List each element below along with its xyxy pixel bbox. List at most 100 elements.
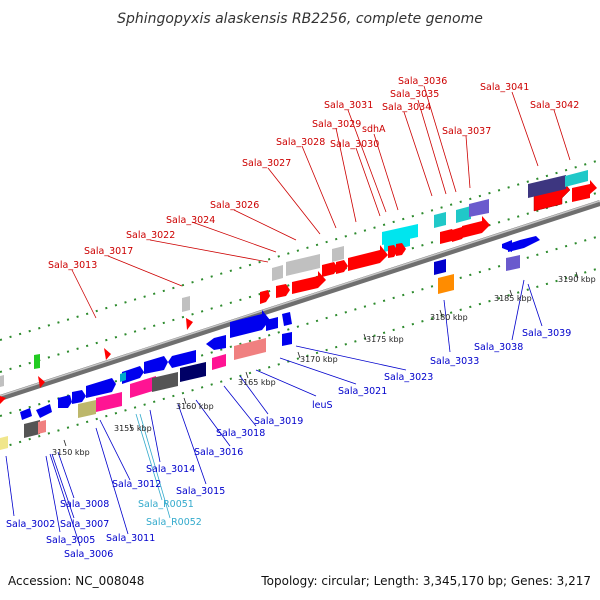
topology-text: Topology: circular; Length: 3,345,170 bp… <box>260 574 591 588</box>
gene-label: Sala_3030 <box>330 139 379 150</box>
tick-label: 3165 kbp <box>238 378 276 387</box>
gene-arrow <box>502 240 512 252</box>
gene-label: Sala_3019 <box>254 416 303 427</box>
gene-label: Sala_3005 <box>46 535 95 546</box>
gene-label: Sala_3027 <box>242 158 291 169</box>
gene-arrow <box>38 376 45 388</box>
gene-label: Sala_3018 <box>216 428 265 439</box>
gene-arrow <box>206 335 226 350</box>
gene-label: Sala_3023 <box>384 372 433 383</box>
gene-box <box>152 372 178 392</box>
gene-label: Sala_3002 <box>6 519 55 530</box>
scale-tick-labels: 3150 kbp 3155 kbp 3160 kbp 3165 kbp 3170… <box>52 275 596 457</box>
bottom-gene-labels: Sala_3002 Sala_3005 Sala_3006 Sala_3007 … <box>6 328 571 560</box>
rna-leader-lines <box>135 413 171 519</box>
gene-arrow <box>282 312 292 326</box>
gene-arrow <box>260 290 270 304</box>
accession-text: Accession: NC_008048 <box>8 574 144 588</box>
gene-box <box>24 420 40 438</box>
gene-arrow <box>168 350 196 368</box>
gene-arrow <box>58 395 72 408</box>
gene-arrow <box>86 378 116 398</box>
gene-box <box>96 392 122 412</box>
gene-label: Sala_3011 <box>106 533 155 544</box>
gene-box <box>78 400 96 418</box>
gene-label: Sala_3024 <box>166 215 215 226</box>
tick-label: 3180 kbp <box>430 313 468 322</box>
top-gene-labels: Sala_3013 Sala_3017 Sala_3022 Sala_3024 … <box>48 76 579 271</box>
gene-box <box>434 212 446 228</box>
gene-label: Sala_3042 <box>530 100 579 111</box>
gene-label: Sala_3015 <box>176 486 225 497</box>
gene-arrow <box>462 216 490 238</box>
gene-arrow <box>36 404 52 418</box>
gene-label: sdhA <box>362 124 386 135</box>
gene-arrow <box>322 262 338 277</box>
gene-box <box>506 255 520 271</box>
gene-label: Sala_3037 <box>442 126 491 137</box>
genome-backbone <box>0 200 600 401</box>
gene-label: Sala_3038 <box>474 342 523 353</box>
tick-label: 3150 kbp <box>52 448 90 457</box>
gene-label: Sala_3014 <box>146 464 195 475</box>
gene-label: Sala_3008 <box>60 499 109 510</box>
gene-box <box>130 376 156 398</box>
gene-label: Sala_3033 <box>430 356 479 367</box>
gene-box <box>456 206 471 223</box>
gene-box <box>0 436 8 450</box>
gene-box <box>212 354 226 370</box>
gene-label: Sala_3029 <box>312 119 361 130</box>
gene-label: Sala_3013 <box>48 260 97 271</box>
gene-box <box>434 259 446 275</box>
gene-box <box>565 170 588 187</box>
gene-label: Sala_3016 <box>194 447 243 458</box>
gene-arrow <box>0 396 6 404</box>
gene-arrow <box>396 243 406 256</box>
gene-label: Sala_3022 <box>126 230 175 241</box>
gene-label: Sala_3036 <box>398 76 447 87</box>
gene-arrow <box>186 318 193 330</box>
gene-arrow <box>276 284 290 298</box>
gene-label: Sala_3034 <box>382 102 431 113</box>
tick-label: 3160 kbp <box>176 402 214 411</box>
gene-box <box>469 199 489 217</box>
gene-arrow <box>508 236 540 252</box>
gene-label: Sala_3039 <box>522 328 571 339</box>
gene-box <box>182 296 190 312</box>
gene-box <box>438 274 454 294</box>
gene-box <box>34 354 40 369</box>
gene-label: Sala_3006 <box>64 549 113 560</box>
gene-arrow <box>104 348 111 360</box>
gene-label: Sala_3007 <box>60 519 109 530</box>
gene-box <box>180 362 206 382</box>
gene-box <box>38 420 46 434</box>
gene-label: Sala_R0052 <box>146 517 202 528</box>
tick-label: 3170 kbp <box>300 355 338 364</box>
gene-box <box>528 175 566 198</box>
tick-label: 3185 kbp <box>494 294 532 303</box>
gene-label: Sala_3035 <box>390 89 439 100</box>
gene-features <box>0 170 597 450</box>
gene-arrow <box>72 390 86 404</box>
tick-label: 3175 kbp <box>366 335 404 344</box>
gene-arrow <box>348 245 388 271</box>
top-leader-lines <box>71 85 571 319</box>
gene-label: Sala_3041 <box>480 82 529 93</box>
gene-label: Sala_3012 <box>112 479 161 490</box>
tick-label: 3155 kbp <box>114 424 152 433</box>
genome-backbone-highlight <box>0 200 600 397</box>
gene-label: Sala_3026 <box>210 200 259 211</box>
gene-arrow <box>336 260 348 274</box>
gene-box <box>272 265 283 281</box>
gene-arrow <box>572 180 597 202</box>
gene-arrow <box>292 271 326 294</box>
gene-label: Sala_R0051 <box>138 499 194 510</box>
gene-arrow <box>122 366 144 384</box>
gene-arrow <box>388 245 398 258</box>
gene-arrow <box>20 408 32 420</box>
gene-box <box>234 338 266 360</box>
bottom-leader-lines <box>5 279 543 547</box>
gene-box <box>0 375 4 387</box>
gene-box <box>282 332 292 346</box>
scale-ticks <box>63 271 579 447</box>
